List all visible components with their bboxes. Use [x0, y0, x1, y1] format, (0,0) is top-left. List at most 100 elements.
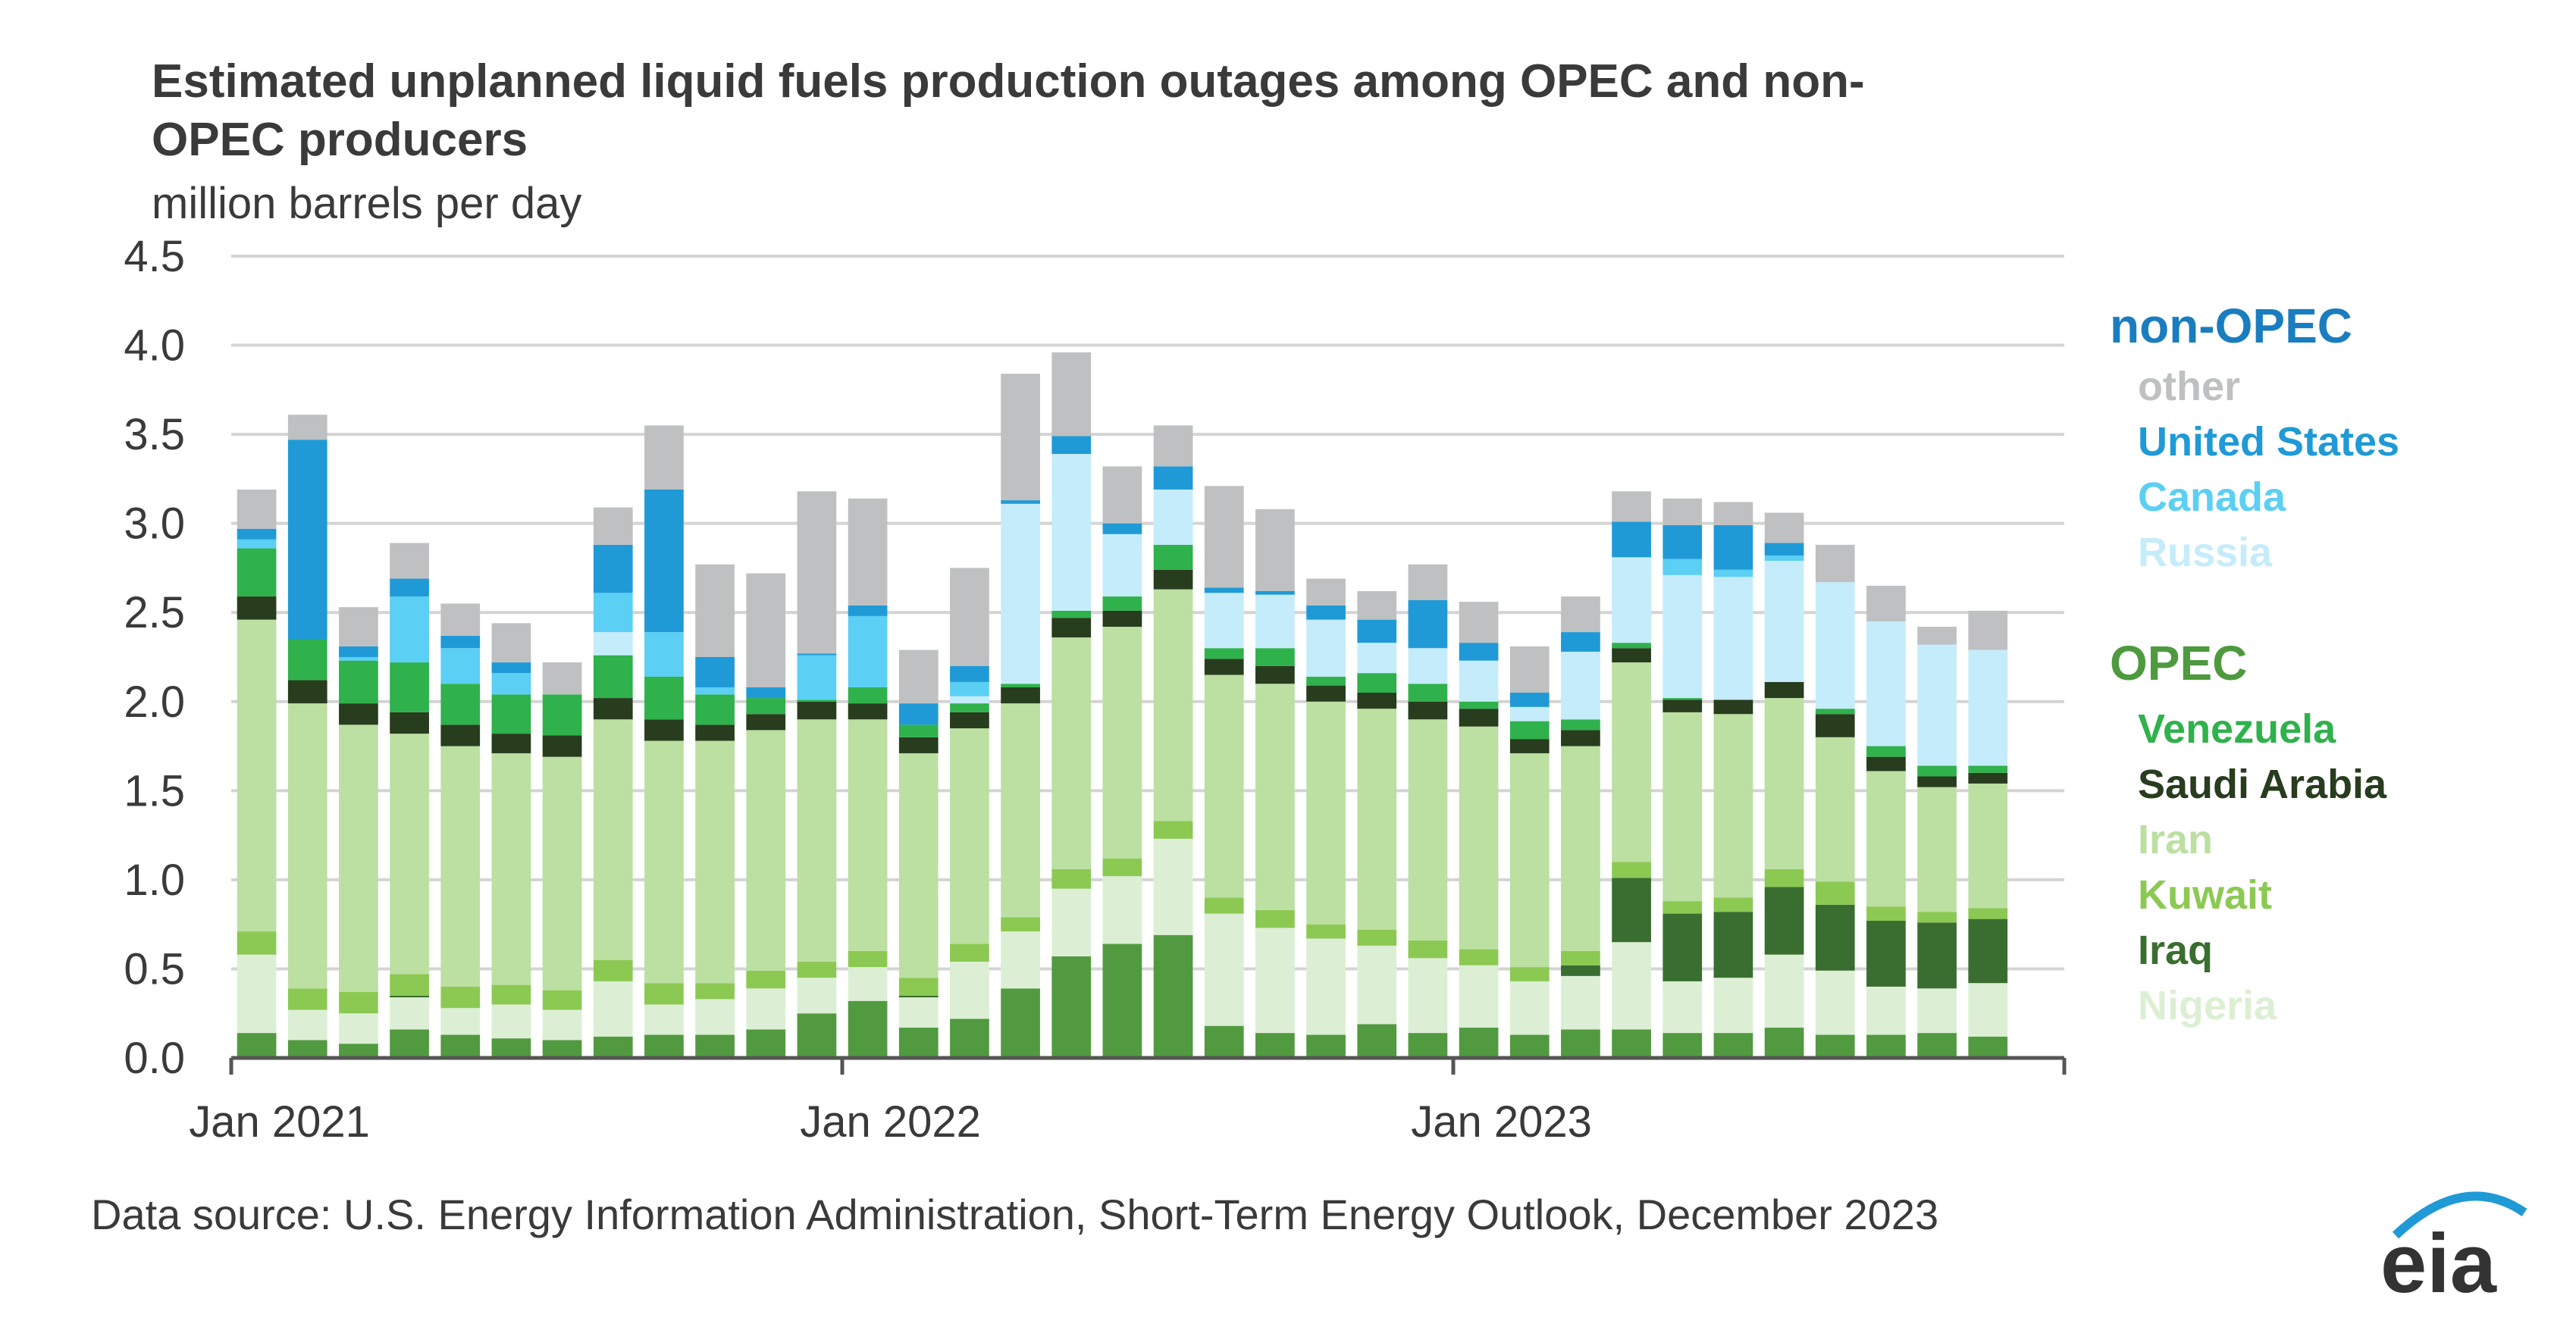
bar-segment-venezuela	[1408, 684, 1448, 702]
y-tick-label: 3.0	[124, 499, 185, 549]
bar-segment-iran	[287, 703, 327, 989]
bar-segment-russia	[950, 696, 989, 704]
bar-segment-united-states	[1357, 619, 1397, 643]
bar-segment-kuwait	[797, 962, 837, 978]
bar-segment-kuwait	[695, 983, 735, 1000]
bar-segment-other	[491, 623, 531, 663]
bar-segment-kuwait	[1917, 912, 1957, 923]
bar-segment-united-states	[746, 687, 786, 699]
bar-segment-kuwait	[1357, 929, 1397, 946]
bar-segment-venezuela	[695, 694, 735, 725]
bar-segment-kuwait	[440, 986, 481, 1009]
bar-segment-venezuela	[237, 548, 277, 597]
bar-segment-kuwait	[1662, 901, 1703, 914]
bar-segment-russia	[1255, 594, 1295, 649]
bar-segment-iraq	[1764, 887, 1804, 955]
bar-segment-venezuela	[1051, 610, 1092, 618]
bar-stack-2021-05	[440, 603, 481, 1058]
bar-segment-unlabeled	[695, 1034, 735, 1058]
bar-segment-venezuela	[1917, 765, 1957, 777]
bar-segment-venezuela	[898, 724, 939, 737]
bar-stack-2021-08	[593, 507, 633, 1058]
bar-segment-united-states	[1204, 587, 1244, 593]
bar-segment-saudi-arabia	[390, 712, 429, 734]
bar-stack-2021-12	[797, 491, 837, 1058]
bar-segment-venezuela	[1561, 719, 1600, 731]
bar-segment-nigeria	[1051, 888, 1092, 956]
bar-segment-united-states	[1306, 605, 1346, 620]
bar-segment-saudi-arabia	[746, 714, 786, 731]
bar-segment-canada	[950, 681, 989, 696]
bar-segment-iran	[797, 719, 837, 962]
bar-segment-unlabeled	[746, 1029, 786, 1058]
bar-segment-russia	[1051, 453, 1092, 611]
bar-stack-2023-09	[1866, 585, 1906, 1058]
legend-heading-non-opec: non-OPEC	[2110, 299, 2352, 353]
bar-segment-united-states	[1662, 525, 1703, 559]
bar-segment-united-states	[491, 662, 531, 674]
bar-segment-other	[848, 498, 888, 606]
bar-segment-iran	[1306, 701, 1346, 925]
bar-segment-unlabeled	[1408, 1033, 1448, 1058]
bar-segment-other	[1051, 352, 1092, 437]
bar-segment-venezuela	[1662, 698, 1703, 700]
bar-segment-iraq	[1815, 904, 1855, 971]
bar-segment-unlabeled	[1968, 1036, 2008, 1058]
bar-segment-saudi-arabia	[1255, 665, 1295, 684]
bar-segment-unlabeled	[542, 1040, 582, 1058]
bar-segment-other	[950, 568, 989, 666]
bar-segment-kuwait	[1815, 881, 1855, 905]
bar-segment-saudi-arabia	[1713, 699, 1753, 715]
y-tick-label: 1.0	[124, 856, 185, 905]
bar-segment-russia	[1459, 660, 1499, 702]
bar-segment-iraq	[1612, 878, 1651, 943]
bar-segment-venezuela	[1357, 673, 1397, 693]
y-tick-label: 0.5	[124, 944, 185, 994]
bar-segment-kuwait	[1204, 897, 1244, 914]
bar-segment-saudi-arabia	[237, 596, 277, 620]
bar-segment-iraq	[1866, 920, 1906, 987]
bar-segment-kuwait	[1612, 862, 1651, 878]
bar-segment-united-states	[950, 665, 989, 682]
bar-segment-saudi-arabia	[1764, 681, 1804, 699]
bar-segment-nigeria	[1713, 978, 1753, 1034]
bar-segment-iran	[1509, 753, 1550, 968]
bar-segment-unlabeled	[1612, 1029, 1651, 1058]
bar-segment-unlabeled	[950, 1019, 989, 1058]
bar-segment-other	[1713, 502, 1753, 526]
bar-segment-iran	[1102, 627, 1142, 859]
bar-stack-2022-01	[848, 498, 888, 1058]
bar-segment-united-states	[1612, 521, 1651, 558]
bar-segment-nigeria	[1357, 945, 1397, 1025]
bar-segment-united-states	[390, 578, 429, 597]
bar-segment-nigeria	[1612, 942, 1651, 1030]
bar-segment-unlabeled	[491, 1038, 531, 1058]
bar-segment-venezuela	[1001, 684, 1040, 687]
bar-segment-nigeria	[746, 988, 786, 1030]
bar-segment-unlabeled	[1357, 1024, 1397, 1058]
bar-stack-2022-05	[1051, 352, 1092, 1058]
bar-segment-iran	[542, 756, 582, 990]
legend-item-nigeria: Nigeria	[2138, 983, 2277, 1028]
bar-segment-nigeria	[390, 997, 429, 1030]
bar-stack-2021-07	[542, 662, 582, 1058]
bar-segment-other	[1408, 564, 1448, 600]
bar-segment-russia	[1204, 593, 1244, 649]
bar-segment-saudi-arabia	[1612, 648, 1651, 663]
bar-segment-russia	[1917, 644, 1957, 766]
bar-segment-unlabeled	[1102, 944, 1142, 1058]
bar-segment-saudi-arabia	[1509, 739, 1550, 753]
bar-segment-united-states	[237, 528, 277, 540]
bar-segment-united-states	[1255, 591, 1295, 595]
bar-segment-saudi-arabia	[695, 724, 735, 741]
bar-segment-nigeria	[695, 999, 735, 1035]
bar-segment-kuwait	[950, 944, 989, 962]
bar-segment-kuwait	[1509, 967, 1550, 981]
legend-item-united-states: United States	[2138, 419, 2399, 465]
x-tick-label: Jan 2023	[1411, 1097, 1592, 1147]
bar-segment-venezuela	[491, 694, 531, 734]
bar-segment-unlabeled	[1153, 934, 1193, 1058]
bar-segment-iran	[1968, 783, 2008, 909]
bar-segment-venezuela	[542, 694, 582, 736]
